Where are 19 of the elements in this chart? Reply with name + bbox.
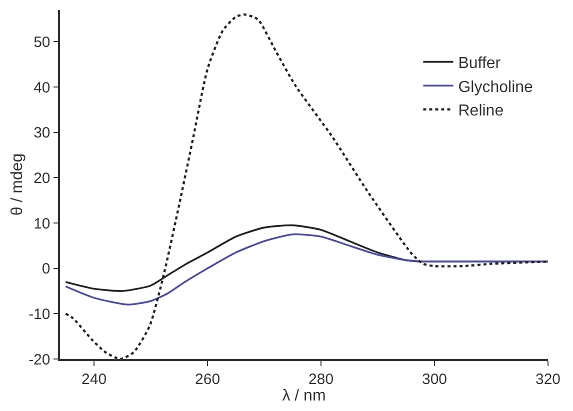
x-tick-label: 300 bbox=[422, 370, 448, 388]
line-series bbox=[64, 233, 548, 306]
y-tick-label: 30 bbox=[34, 124, 50, 142]
y-tick-label: -10 bbox=[28, 306, 50, 323]
legend-label: Reline bbox=[458, 102, 504, 120]
y-tick-label: -20 bbox=[28, 351, 50, 368]
y-tick-label: 0 bbox=[42, 260, 50, 278]
y-axis-title: θ / mdeg bbox=[8, 153, 26, 216]
y-tick-label: 40 bbox=[34, 79, 50, 96]
y-tick-label: 20 bbox=[34, 170, 50, 187]
x-tick-label: 260 bbox=[195, 370, 220, 388]
y-tick-label: 10 bbox=[34, 215, 50, 232]
x-tick-label: 320 bbox=[535, 370, 561, 388]
x-tick-label: 240 bbox=[82, 370, 107, 388]
y-tick-label: 50 bbox=[34, 34, 50, 51]
legend-label: Glycholine bbox=[458, 78, 534, 96]
x-tick-label: 280 bbox=[308, 370, 334, 388]
x-axis-title: λ / nm bbox=[282, 388, 326, 405]
legend-label: Buffer bbox=[458, 55, 502, 72]
